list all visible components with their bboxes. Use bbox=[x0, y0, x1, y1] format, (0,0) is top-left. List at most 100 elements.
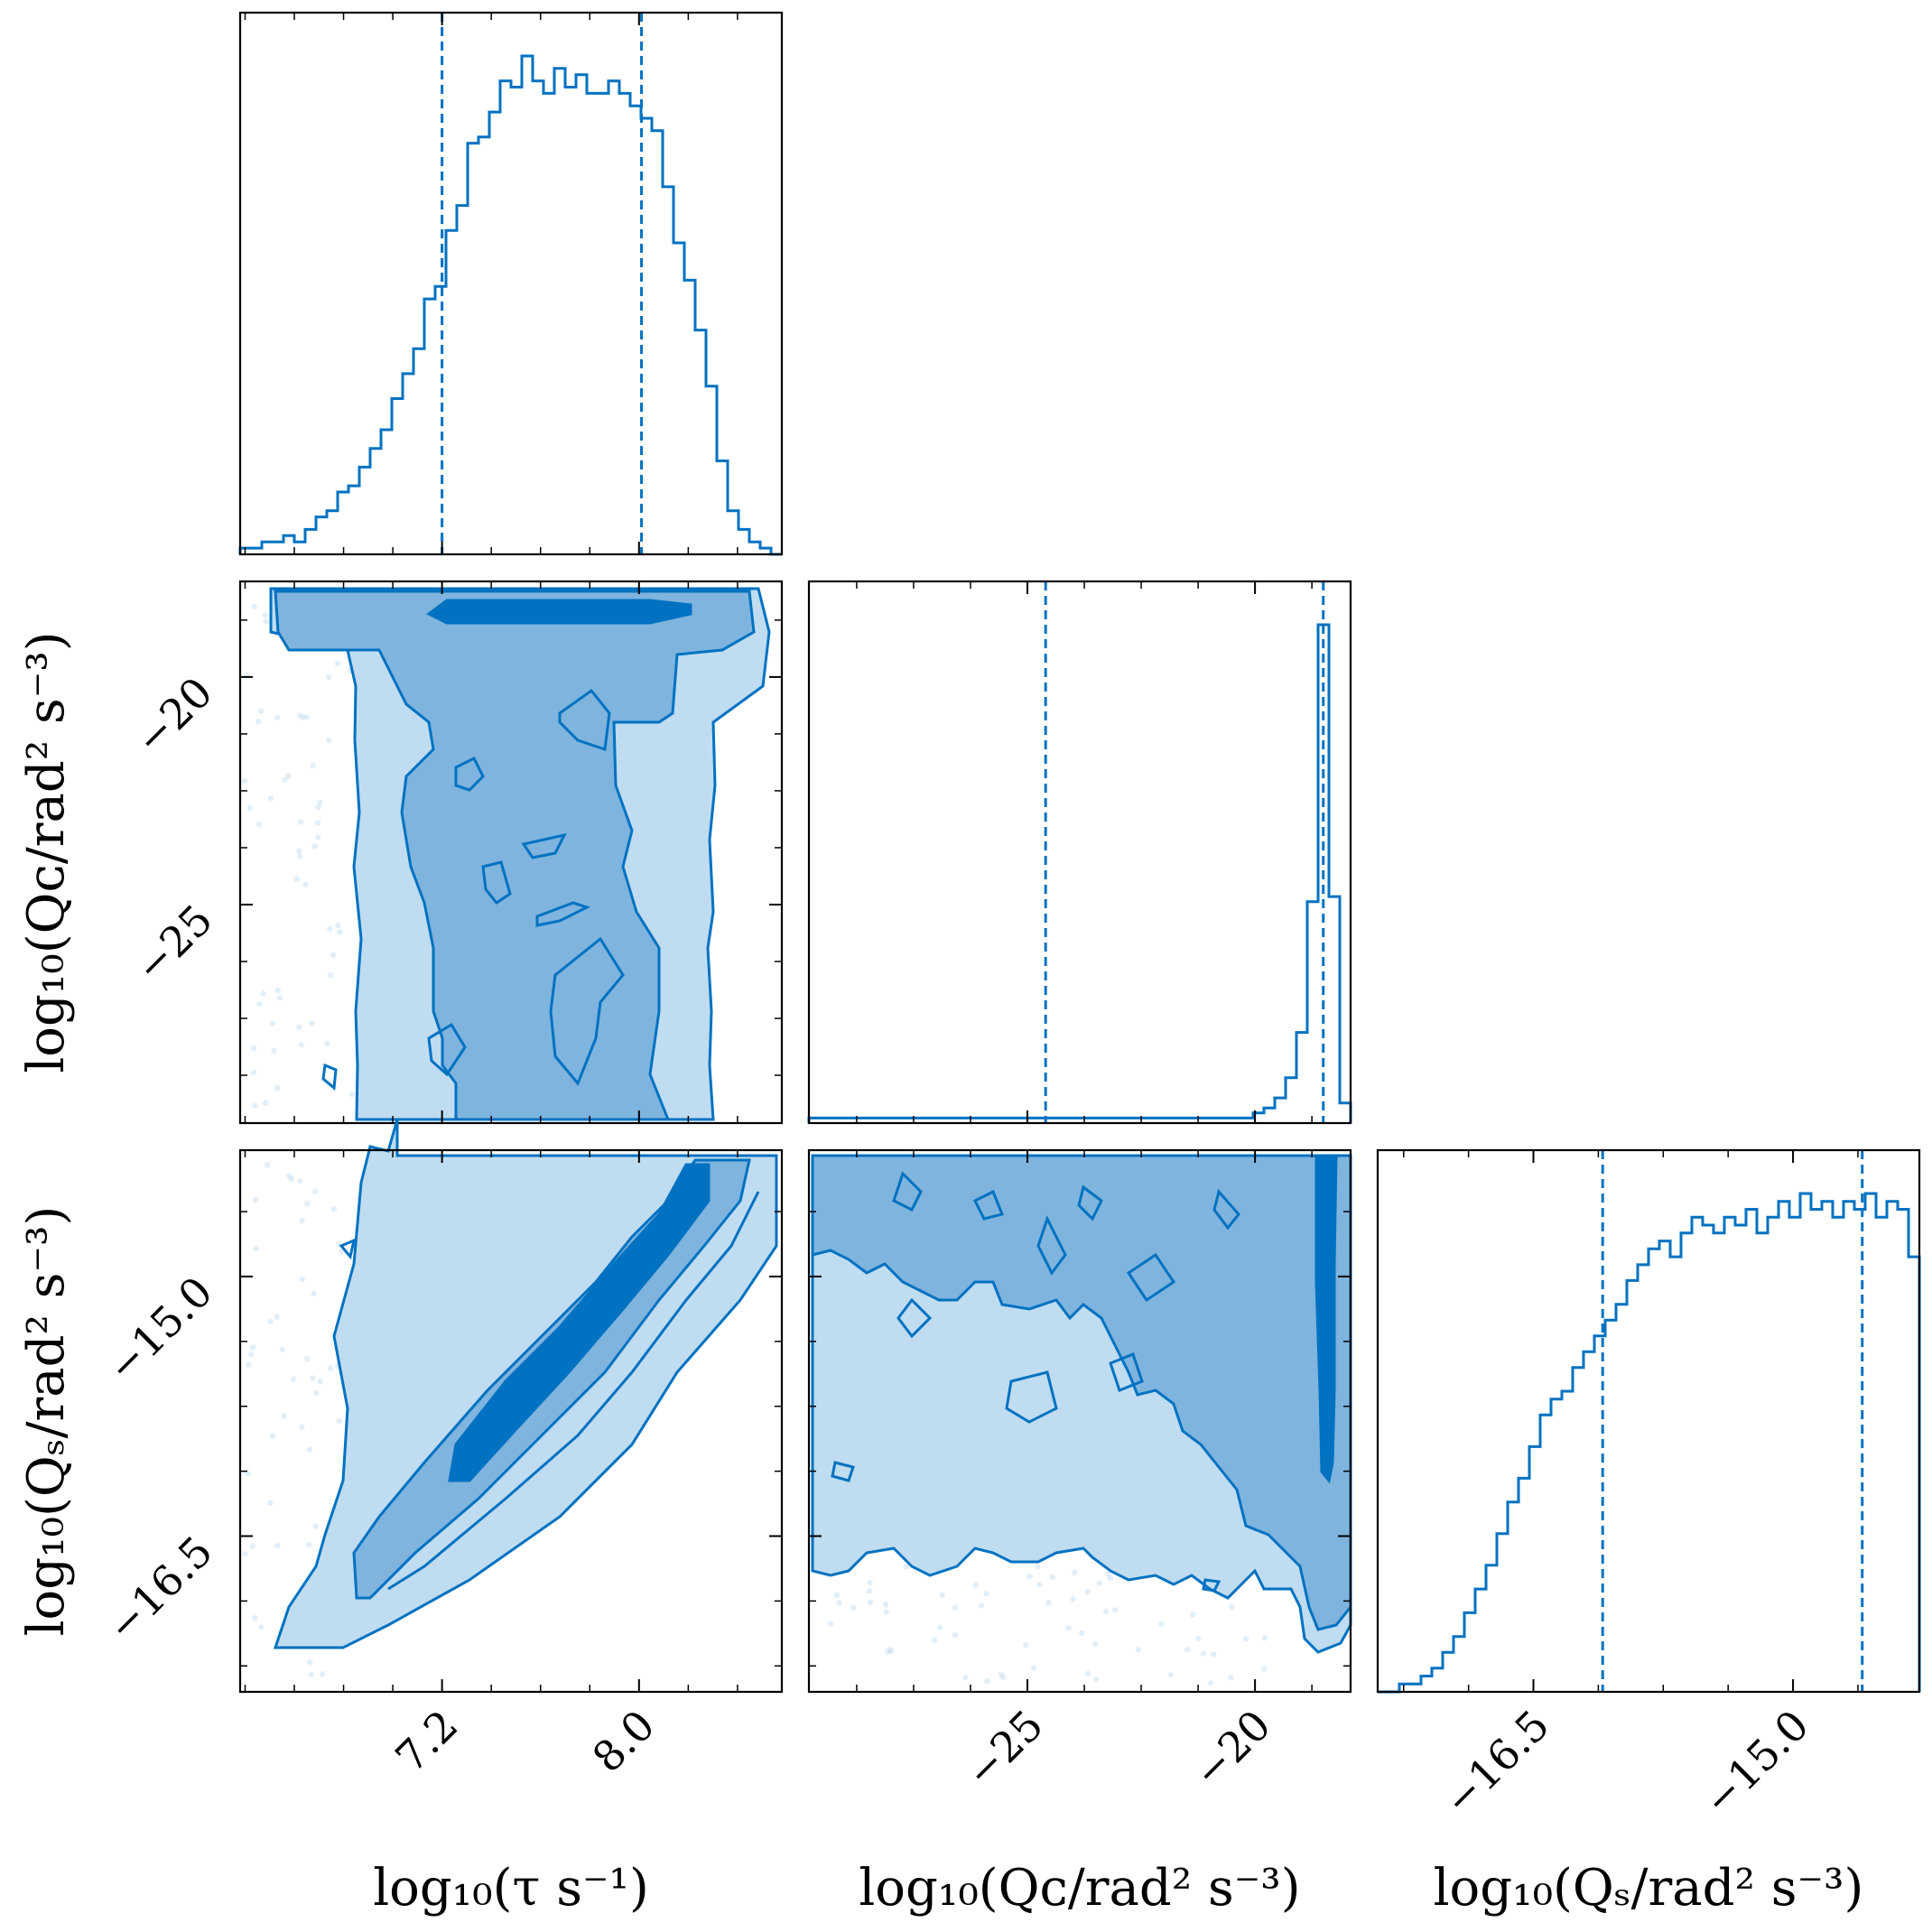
scatter-point bbox=[255, 822, 263, 828]
contour-fill-1sigma-qc-qs bbox=[1314, 1154, 1338, 1484]
scatter-point bbox=[1072, 1569, 1078, 1576]
y-tick-label-log_Qs: −16.5 bbox=[98, 1527, 222, 1651]
scatter-point bbox=[1036, 1582, 1043, 1588]
scatter-point bbox=[978, 1602, 985, 1609]
scatter-point bbox=[850, 1604, 857, 1611]
scatter-points-tau-qc bbox=[241, 603, 367, 1109]
contour-island-qc-qs-9 bbox=[1109, 1352, 1144, 1392]
scatter-point bbox=[263, 618, 269, 625]
scatter-point bbox=[242, 1550, 248, 1557]
scatter-point bbox=[335, 922, 341, 929]
scatter-point bbox=[882, 1602, 889, 1608]
scatter-points-qc-qs bbox=[827, 1564, 1268, 1686]
scatter-point bbox=[1105, 1571, 1112, 1577]
scatter-point bbox=[246, 804, 253, 812]
scatter-point bbox=[1035, 1564, 1041, 1570]
scatter-point bbox=[252, 1615, 258, 1621]
scatter-point bbox=[257, 708, 265, 714]
x-axis-label-log-qs: log₁₀(Qₛ/rad² s⁻³) bbox=[1434, 1859, 1864, 1918]
scatter-point bbox=[320, 1671, 326, 1677]
scatter-point bbox=[315, 834, 321, 841]
ticks-2d-tau-qs bbox=[240, 1150, 782, 1692]
contour-island-tau-qc-5 bbox=[535, 901, 590, 927]
scatter-point bbox=[1200, 1650, 1207, 1657]
scatter-point bbox=[827, 1621, 834, 1627]
contour-island-qc-qs-1 bbox=[892, 1171, 923, 1212]
scatter-point bbox=[1261, 1666, 1268, 1672]
scatter-point bbox=[317, 799, 323, 806]
scatter-point bbox=[325, 737, 332, 744]
ticks-hist-log-qs bbox=[1403, 1150, 1859, 1692]
scatter-point bbox=[836, 1600, 842, 1606]
panel-hist-log-qc bbox=[807, 580, 1352, 1125]
scatter-point bbox=[255, 718, 262, 725]
scatter-point bbox=[349, 1091, 356, 1098]
contour-island-tau-qc-4 bbox=[481, 860, 512, 906]
contour-island-tau-qc-2 bbox=[454, 756, 485, 792]
scatter-point bbox=[330, 952, 337, 958]
scatter-point bbox=[983, 1590, 989, 1597]
scatter-point bbox=[1207, 1680, 1214, 1686]
scatter-point bbox=[937, 1624, 943, 1631]
contour-island-tau-qs-1 bbox=[339, 1238, 357, 1260]
scatter-point bbox=[267, 1500, 274, 1507]
scatter-point bbox=[334, 660, 341, 667]
scatter-point bbox=[315, 804, 321, 811]
scatter-point bbox=[903, 1564, 909, 1570]
panel-2d-qc-qs bbox=[807, 1148, 1352, 1694]
histogram-log-qs bbox=[1378, 1192, 1921, 1694]
scatter-point bbox=[883, 1609, 890, 1615]
scatter-point bbox=[1190, 1612, 1196, 1618]
scatter-point bbox=[269, 1433, 276, 1440]
scatter-point bbox=[1049, 1574, 1055, 1581]
scatter-point bbox=[867, 1599, 874, 1605]
scatter-point bbox=[298, 1042, 305, 1048]
scatter-point bbox=[314, 820, 321, 826]
scatter-point bbox=[327, 1365, 334, 1371]
contour-fill-1sigma-tau-qc bbox=[426, 599, 692, 625]
scatter-point bbox=[311, 843, 318, 850]
scatter-point bbox=[1096, 1580, 1103, 1586]
scatter-point bbox=[330, 1206, 337, 1212]
scatter-point bbox=[866, 1588, 873, 1594]
scatter-point bbox=[887, 1648, 895, 1655]
scatter-point bbox=[297, 819, 304, 825]
scatter-point bbox=[274, 987, 281, 994]
scatter-point bbox=[833, 1592, 840, 1599]
scatter-point bbox=[1229, 1603, 1235, 1611]
scatter-point bbox=[299, 1277, 305, 1283]
scatter-point bbox=[1228, 1675, 1234, 1681]
scatter-point bbox=[262, 1100, 269, 1107]
frame-2d-tau-qs bbox=[238, 1148, 784, 1694]
scatter-point bbox=[1030, 1665, 1037, 1671]
frame-hist-log-qc bbox=[807, 580, 1352, 1125]
scatter-point bbox=[1023, 1642, 1029, 1649]
scatter-point bbox=[304, 1200, 311, 1207]
contour-island-qc-qs-4 bbox=[1126, 1252, 1176, 1303]
scatter-point bbox=[267, 795, 274, 802]
scatter-point bbox=[302, 881, 309, 887]
scatter-point bbox=[271, 1047, 277, 1054]
scatter-point bbox=[274, 1314, 280, 1320]
scatter-point bbox=[1261, 1635, 1268, 1641]
scatter-point bbox=[282, 776, 288, 783]
x-tick-label-log_Qs: −15.0 bbox=[1694, 1701, 1818, 1825]
scatter-point bbox=[250, 1344, 256, 1351]
ticks-hist-log-qc bbox=[856, 581, 1313, 1123]
scatter-point bbox=[1026, 1574, 1033, 1580]
frame-2d-qc-qs bbox=[807, 1148, 1352, 1694]
frame-hist-log-tau bbox=[238, 11, 784, 556]
scatter-point bbox=[246, 1361, 252, 1368]
scatter-point bbox=[267, 1318, 274, 1324]
x-axis-label-log-qc: log₁₀(Qᴄ/rad² s⁻³) bbox=[859, 1859, 1300, 1918]
scatter-point bbox=[1092, 1677, 1100, 1683]
scatter-point bbox=[296, 1024, 302, 1031]
contour-island-qc-qs-7 bbox=[896, 1297, 933, 1339]
histogram-log-tau bbox=[238, 54, 782, 556]
scatter-point bbox=[274, 1085, 281, 1091]
scatter-point bbox=[1242, 1636, 1249, 1642]
scatter-point bbox=[1102, 1608, 1110, 1615]
ticks-2d-qc-qs bbox=[809, 1150, 1351, 1692]
scatter-point bbox=[1112, 1607, 1119, 1613]
panel-2d-tau-qc bbox=[238, 580, 784, 1125]
